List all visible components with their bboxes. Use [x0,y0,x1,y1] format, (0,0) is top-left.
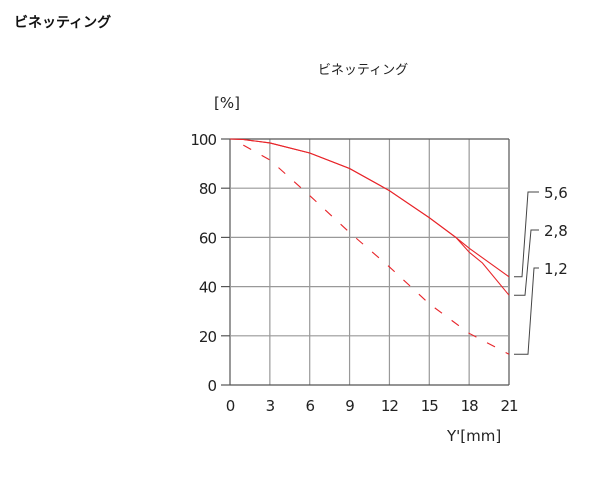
page-title: ビネッティング [14,15,112,31]
y-tick-label: 60 [199,229,217,247]
x-tick-label: 3 [266,397,275,415]
legend-leader-line [514,229,539,296]
y-tick-label: 20 [199,328,217,346]
x-tick-label: 6 [305,397,314,415]
x-tick-label: 12 [381,397,399,415]
legend-label: 2,8 [544,222,568,240]
chart-title: ビネッティング [318,63,408,78]
y-axis-label: [%] [214,94,240,112]
x-tick-label: 21 [500,397,518,415]
legend-leader-line [514,191,539,278]
series-line-5-6 [229,138,510,278]
series-line-2-8 [229,138,510,296]
x-tick-label: 9 [345,397,354,415]
y-tick-label: 80 [199,180,217,198]
legend-leader-line [514,267,539,355]
y-tick-label: 0 [207,377,216,395]
x-tick-label: 18 [461,397,479,415]
x-axis-label: Y'[mm] [446,427,501,445]
legend-label: 1,2 [544,260,568,278]
y-tick-label: 100 [190,131,216,149]
x-tick-label: 0 [226,397,235,415]
y-tick-label: 40 [199,279,217,297]
legend-label: 5,6 [544,184,568,202]
x-tick-label: 15 [421,397,439,415]
